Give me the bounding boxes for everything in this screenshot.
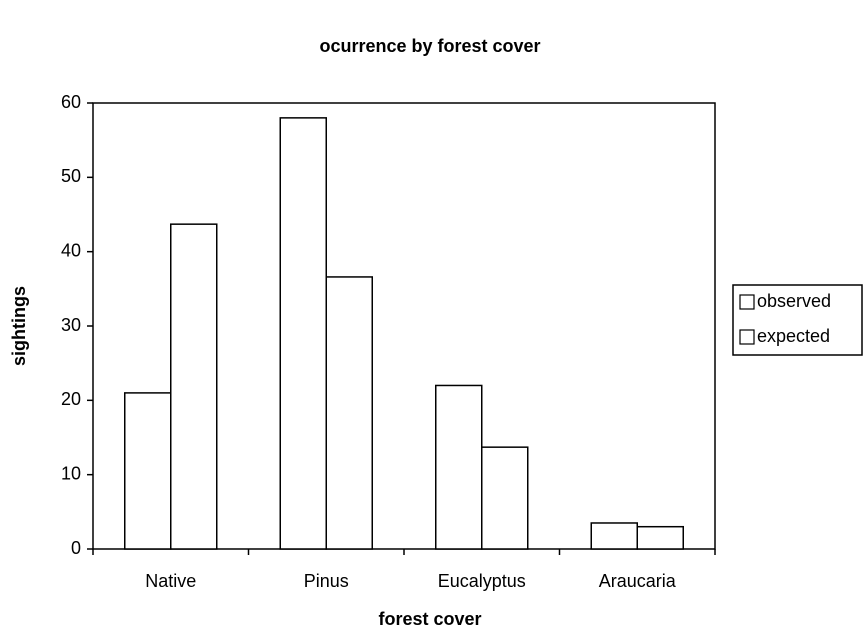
bar (279, 117, 327, 550)
bar (590, 522, 638, 550)
legend-swatch (739, 294, 755, 310)
x-tick-label: Native (145, 571, 196, 591)
bar (481, 446, 529, 550)
chart-title: ocurrence by forest cover (319, 36, 540, 56)
bar (435, 384, 483, 550)
bar (170, 223, 218, 550)
y-tick-label: 40 (61, 240, 81, 260)
y-tick-label: 20 (61, 389, 81, 409)
legend-label: expected (757, 326, 830, 346)
bar (124, 392, 172, 550)
y-tick-label: 0 (71, 538, 81, 558)
bar (636, 525, 684, 550)
y-tick-label: 10 (61, 463, 81, 483)
y-tick-label: 50 (61, 166, 81, 186)
bar (325, 276, 373, 550)
x-axis-label: forest cover (378, 609, 481, 629)
x-tick-label: Pinus (304, 571, 349, 591)
x-tick-label: Araucaria (599, 571, 677, 591)
y-tick-label: 60 (61, 92, 81, 112)
y-axis-label: sightings (9, 286, 29, 366)
x-tick-label: Eucalyptus (438, 571, 526, 591)
legend-label: observed (757, 291, 831, 311)
legend-swatch (739, 329, 755, 345)
y-tick-label: 30 (61, 315, 81, 335)
